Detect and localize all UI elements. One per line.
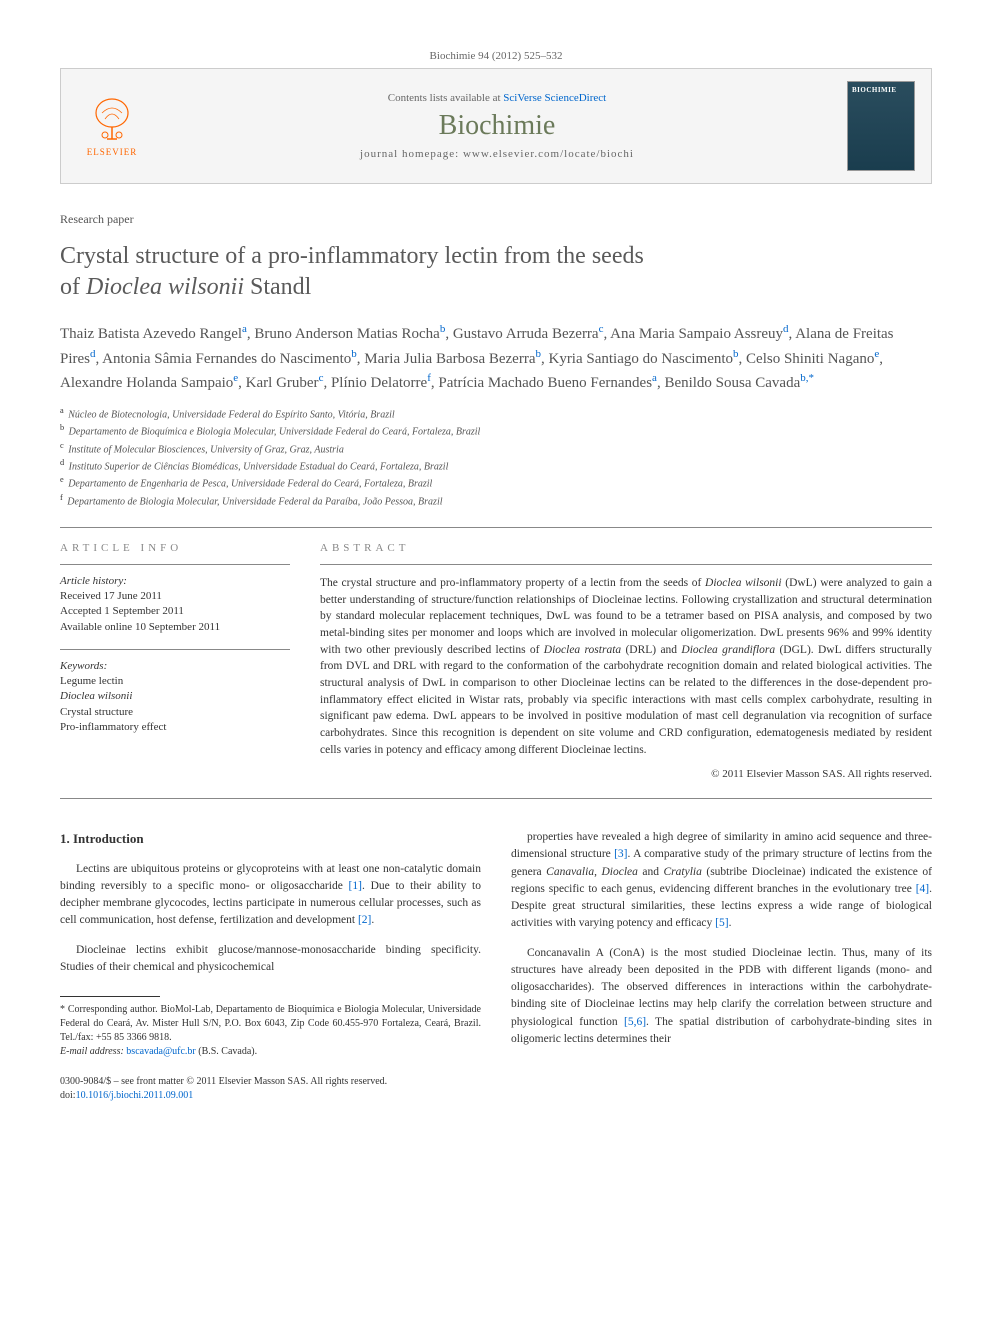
body-column-right: properties have revealed a high degree o… — [511, 829, 932, 1103]
journal-header-box: ELSEVIER Contents lists available at Sci… — [60, 68, 932, 184]
citation-link[interactable]: [5,6] — [624, 1016, 646, 1028]
affiliation-item: a Núcleo de Biotecnologia, Universidade … — [60, 405, 932, 422]
journal-homepage[interactable]: journal homepage: www.elsevier.com/locat… — [163, 148, 831, 160]
elsevier-name: ELSEVIER — [87, 147, 138, 157]
intro-paragraph-3: properties have revealed a high degree o… — [511, 829, 932, 933]
section-1-heading: 1. Introduction — [60, 829, 481, 849]
abstract-text: The crystal structure and pro-inflammato… — [320, 575, 932, 758]
intro-paragraph-2: Diocleinae lectins exhibit glucose/manno… — [60, 942, 481, 977]
footer-info: 0300-9084/$ – see front matter © 2011 El… — [60, 1075, 481, 1103]
keyword-item: Legume lectin — [60, 674, 290, 689]
body-column-left: 1. Introduction Lectins are ubiquitous p… — [60, 829, 481, 1103]
article-info-sidebar: ARTICLE INFO Article history: Received 1… — [60, 542, 290, 780]
affiliations-list: a Núcleo de Biotecnologia, Universidade … — [60, 405, 932, 509]
elsevier-logo[interactable]: ELSEVIER — [77, 86, 147, 166]
history-heading: Article history: — [60, 575, 290, 587]
affiliation-item: f Departamento de Biologia Molecular, Un… — [60, 492, 932, 509]
journal-cover-thumbnail[interactable]: BIOCHIMIE — [847, 81, 915, 171]
intro-paragraph-1: Lectins are ubiquitous proteins or glyco… — [60, 861, 481, 930]
article-info-heading: ARTICLE INFO — [60, 542, 290, 554]
affiliation-item: d Instituto Superior de Ciências Biomédi… — [60, 457, 932, 474]
keyword-item: Pro-inflammatory effect — [60, 720, 290, 735]
citation-link[interactable]: [1] — [349, 880, 362, 892]
corresponding-author-footnote: * Corresponding author. BioMol-Lab, Depa… — [60, 1003, 481, 1059]
author-list: Thaiz Batista Azevedo Rangela, Bruno And… — [60, 321, 932, 395]
contents-available: Contents lists available at SciVerse Sci… — [163, 92, 831, 104]
footnote-separator — [60, 996, 160, 997]
article-type: Research paper — [60, 212, 932, 227]
abstract-column: ABSTRACT The crystal structure and pro-i… — [320, 542, 932, 780]
keywords-heading: Keywords: — [60, 660, 290, 672]
citation-link[interactable]: [4] — [916, 883, 929, 895]
sciencedirect-link[interactable]: SciVerse ScienceDirect — [503, 92, 606, 104]
affiliation-item: b Departamento de Bioquímica e Biologia … — [60, 422, 932, 439]
keyword-item: Dioclea wilsonii — [60, 689, 290, 704]
citation-link[interactable]: [5] — [715, 917, 728, 929]
corresponding-email-link[interactable]: bscavada@ufc.br — [126, 1046, 195, 1057]
keyword-item: Crystal structure — [60, 705, 290, 720]
doi-link[interactable]: 10.1016/j.biochi.2011.09.001 — [76, 1090, 194, 1101]
affiliation-item: c Institute of Molecular Biosciences, Un… — [60, 440, 932, 457]
received-date: Received 17 June 2011 — [60, 589, 290, 604]
online-date: Available online 10 September 2011 — [60, 620, 290, 635]
intro-paragraph-4: Concanavalin A (ConA) is the most studie… — [511, 945, 932, 1049]
abstract-copyright: © 2011 Elsevier Masson SAS. All rights r… — [320, 768, 932, 780]
affiliation-item: e Departamento de Engenharia de Pesca, U… — [60, 474, 932, 491]
accepted-date: Accepted 1 September 2011 — [60, 604, 290, 619]
citation-header: Biochimie 94 (2012) 525–532 — [60, 50, 932, 62]
citation-link[interactable]: [3] — [614, 848, 627, 860]
abstract-heading: ABSTRACT — [320, 542, 932, 554]
article-title: Crystal structure of a pro-inflammatory … — [60, 241, 932, 303]
elsevier-tree-icon — [87, 95, 137, 145]
journal-title: Biochimie — [163, 110, 831, 142]
citation-link[interactable]: [2] — [358, 914, 371, 926]
